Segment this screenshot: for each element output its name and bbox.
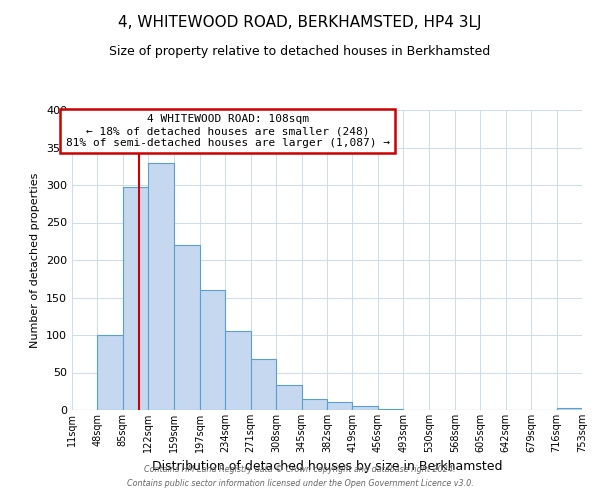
Bar xyxy=(148,162,174,410)
Bar xyxy=(174,245,200,410)
Bar xyxy=(97,335,123,410)
Bar xyxy=(327,402,352,410)
Y-axis label: Number of detached properties: Number of detached properties xyxy=(31,172,40,348)
Text: 4, WHITEWOOD ROAD, BERKHAMSTED, HP4 3LJ: 4, WHITEWOOD ROAD, BERKHAMSTED, HP4 3LJ xyxy=(118,15,482,30)
Bar xyxy=(557,408,582,410)
Bar xyxy=(352,406,378,410)
X-axis label: Distribution of detached houses by size in Berkhamsted: Distribution of detached houses by size … xyxy=(152,460,502,473)
Bar xyxy=(200,290,225,410)
Bar xyxy=(378,408,403,410)
Bar xyxy=(302,399,327,410)
Text: 4 WHITEWOOD ROAD: 108sqm
← 18% of detached houses are smaller (248)
81% of semi-: 4 WHITEWOOD ROAD: 108sqm ← 18% of detach… xyxy=(65,114,389,148)
Bar xyxy=(276,385,302,410)
Text: Contains HM Land Registry data © Crown copyright and database right 2024.
Contai: Contains HM Land Registry data © Crown c… xyxy=(127,466,473,487)
Bar xyxy=(251,359,276,410)
Bar xyxy=(123,187,148,410)
Text: Size of property relative to detached houses in Berkhamsted: Size of property relative to detached ho… xyxy=(109,45,491,58)
Bar xyxy=(225,331,251,410)
